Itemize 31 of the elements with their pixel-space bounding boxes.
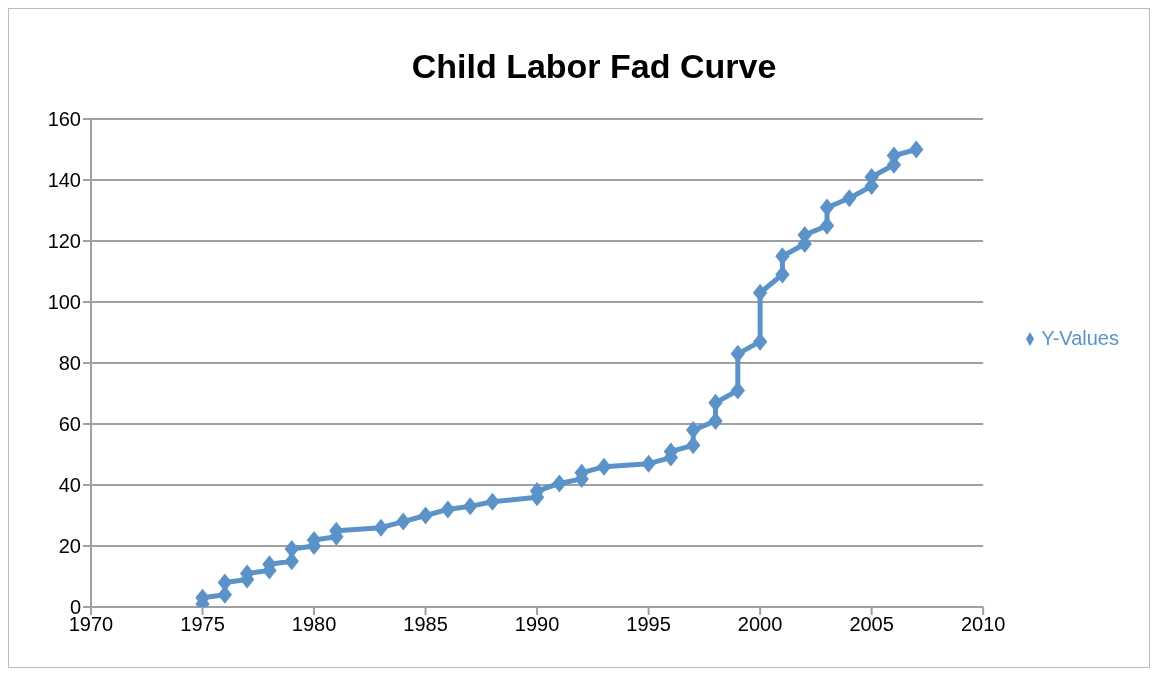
x-tick-label: 2010 [960, 613, 1006, 636]
x-tick-label: 1995 [626, 613, 671, 636]
y-tick-label: 100 [47, 291, 81, 314]
y-tick-label: 140 [47, 169, 81, 192]
x-tick-label: 1985 [403, 613, 448, 636]
x-tick-label: 2000 [737, 613, 783, 636]
y-tick-label: 40 [58, 474, 81, 497]
y-tick-label: 160 [47, 108, 81, 131]
point [641, 454, 656, 473]
point [373, 518, 389, 537]
chart-title: Child Labor Fad Curve [410, 47, 778, 86]
legend-label: Y-Values [1041, 326, 1119, 349]
x-tick-label: 1980 [291, 613, 337, 636]
y-tick-label: 20 [58, 535, 81, 558]
y-tick-label: 60 [58, 413, 81, 436]
x-tick-label: 1990 [514, 613, 560, 636]
point [440, 500, 456, 519]
point [418, 506, 433, 525]
point [396, 512, 411, 531]
x-tick-label: 1975 [180, 613, 225, 636]
point [485, 492, 500, 511]
point [752, 283, 768, 302]
y-tick-label: 120 [47, 230, 81, 253]
point [909, 140, 924, 159]
y-tick-label: 80 [58, 352, 81, 375]
point [596, 457, 612, 476]
x-tick-label: 1970 [68, 613, 114, 636]
point [552, 474, 567, 493]
point [842, 189, 857, 208]
point [462, 497, 478, 516]
x-tick-label: 2005 [849, 613, 894, 636]
